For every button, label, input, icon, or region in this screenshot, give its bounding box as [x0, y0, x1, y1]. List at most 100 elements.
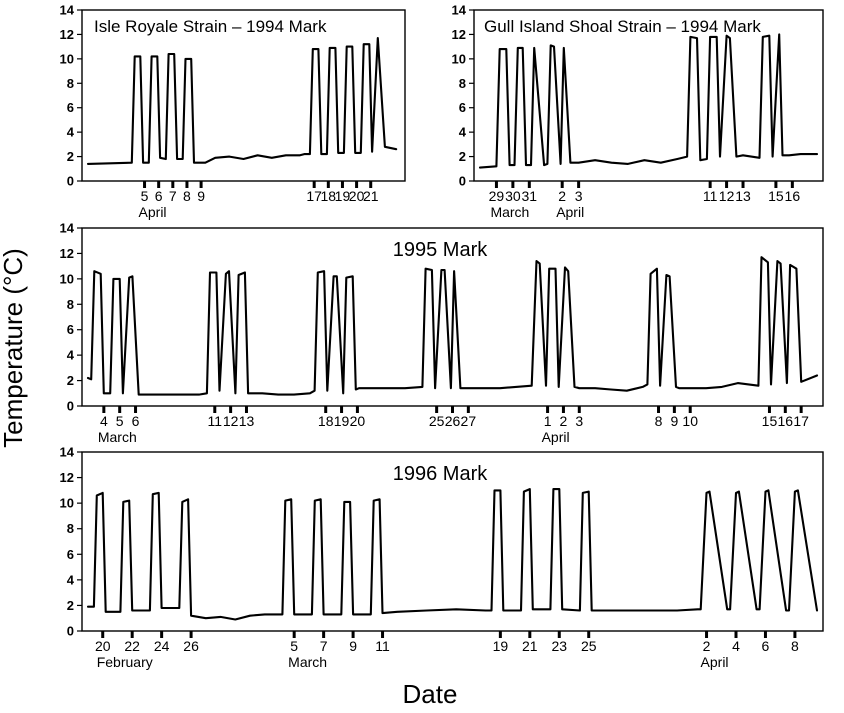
x-tick-label: 13	[735, 188, 751, 204]
x-tick-label: 19	[334, 413, 350, 429]
x-tick-label: 4	[732, 638, 740, 654]
y-tick-label: 8	[459, 76, 466, 91]
x-tick-label: 7	[320, 638, 328, 654]
panel-title: Gull Island Shoal Strain – 1994 Mark	[484, 17, 761, 36]
y-tick-label: 0	[67, 399, 74, 414]
y-tick-label: 8	[67, 521, 74, 536]
x-axis-title: Date	[403, 679, 458, 709]
x-tick-label: 2	[560, 413, 568, 429]
x-tick-label: 5	[290, 638, 298, 654]
y-tick-label: 12	[452, 27, 466, 42]
plot-frame	[81, 9, 406, 182]
temperature-series-line	[86, 488, 819, 621]
x-tick-label: 8	[791, 638, 799, 654]
panel-title: Isle Royale Strain – 1994 Mark	[94, 17, 327, 36]
x-tick-label: 7	[169, 188, 177, 204]
x-tick-label: 20	[350, 413, 366, 429]
y-tick-label: 10	[60, 271, 74, 286]
month-label: February	[97, 654, 153, 670]
x-tick-label: 2	[703, 638, 711, 654]
x-tick-label: 18	[321, 188, 337, 204]
chart-panel-1: Isle Royale Strain – 1994 Mark 0 2 4 6 8 10 12 1…	[60, 3, 406, 220]
x-tick-label: 5	[116, 413, 124, 429]
x-tick-label: 22	[124, 638, 140, 654]
x-tick-label: 3	[575, 413, 583, 429]
month-label: April	[542, 429, 570, 445]
x-tick-label: 9	[197, 188, 205, 204]
y-tick-label: 14	[60, 221, 75, 236]
temperature-series-line	[86, 256, 819, 396]
y-tick-label: 4	[67, 125, 75, 140]
y-tick-label: 12	[60, 27, 74, 42]
x-tick-label: 5	[141, 188, 149, 204]
y-tick-label: 2	[459, 149, 466, 164]
x-tick-label: 15	[768, 188, 784, 204]
x-tick-label: 11	[703, 188, 718, 204]
panel-title: 1996 Mark	[393, 463, 488, 485]
x-tick-label: 9	[349, 638, 357, 654]
y-tick-label: 10	[60, 496, 74, 511]
month-label: April	[139, 204, 167, 220]
x-tick-label: 24	[154, 638, 170, 654]
temperature-series-line	[478, 33, 819, 169]
x-tick-label: 12	[223, 413, 239, 429]
x-tick-label: 11	[375, 638, 390, 654]
y-tick-label: 0	[67, 174, 74, 189]
x-tick-label: 13	[239, 413, 255, 429]
x-tick-label: 16	[785, 188, 801, 204]
x-tick-label: 23	[551, 638, 567, 654]
x-tick-label: 31	[522, 188, 538, 204]
x-tick-label: 27	[461, 413, 477, 429]
x-tick-label: 21	[363, 188, 379, 204]
month-label: March	[288, 654, 327, 670]
y-tick-label: 4	[67, 348, 75, 363]
x-tick-label: 25	[581, 638, 597, 654]
x-tick-label: 3	[575, 188, 583, 204]
x-tick-label: 18	[318, 413, 334, 429]
x-tick-label: 26	[183, 638, 199, 654]
temperature-series-line	[86, 37, 398, 165]
x-tick-label: 26	[445, 413, 461, 429]
y-tick-label: 4	[459, 125, 467, 140]
x-tick-label: 19	[335, 188, 351, 204]
chart-panel-2: Gull Island Shoal Strain – 1994 Mark 0 2 4 6…	[452, 3, 824, 220]
x-tick-label: 30	[505, 188, 521, 204]
y-tick-label: 12	[60, 246, 74, 261]
plot-frame	[473, 9, 824, 182]
x-tick-label: 1	[544, 413, 552, 429]
y-tick-label: 6	[67, 100, 74, 115]
x-tick-label: 6	[762, 638, 770, 654]
x-tick-label: 8	[183, 188, 191, 204]
x-tick-label: 6	[155, 188, 163, 204]
y-tick-label: 14	[60, 3, 75, 18]
x-tick-label: 20	[349, 188, 365, 204]
x-tick-label: 4	[100, 413, 108, 429]
x-tick-label: 2	[558, 188, 566, 204]
y-tick-label: 8	[67, 76, 74, 91]
x-tick-label: 29	[489, 188, 505, 204]
y-tick-label: 2	[67, 373, 74, 388]
y-tick-label: 10	[60, 51, 74, 66]
y-tick-label: 10	[452, 51, 466, 66]
month-label: March	[98, 429, 137, 445]
y-tick-label: 4	[67, 572, 75, 587]
x-tick-label: 19	[493, 638, 509, 654]
y-axis-title: Temperature (°C)	[0, 248, 28, 448]
plot-frame	[81, 451, 824, 632]
y-tick-label: 6	[459, 100, 466, 115]
x-tick-label: 6	[132, 413, 140, 429]
x-tick-label: 10	[682, 413, 698, 429]
month-label: April	[556, 204, 584, 220]
x-tick-label: 9	[670, 413, 678, 429]
month-label: April	[701, 654, 729, 670]
x-tick-label: 8	[655, 413, 663, 429]
x-tick-label: 16	[778, 413, 794, 429]
month-label: March	[490, 204, 529, 220]
x-tick-label: 17	[793, 413, 809, 429]
y-tick-label: 6	[67, 547, 74, 562]
y-tick-label: 12	[60, 470, 74, 485]
x-tick-label: 11	[208, 413, 223, 429]
x-tick-label: 21	[522, 638, 538, 654]
